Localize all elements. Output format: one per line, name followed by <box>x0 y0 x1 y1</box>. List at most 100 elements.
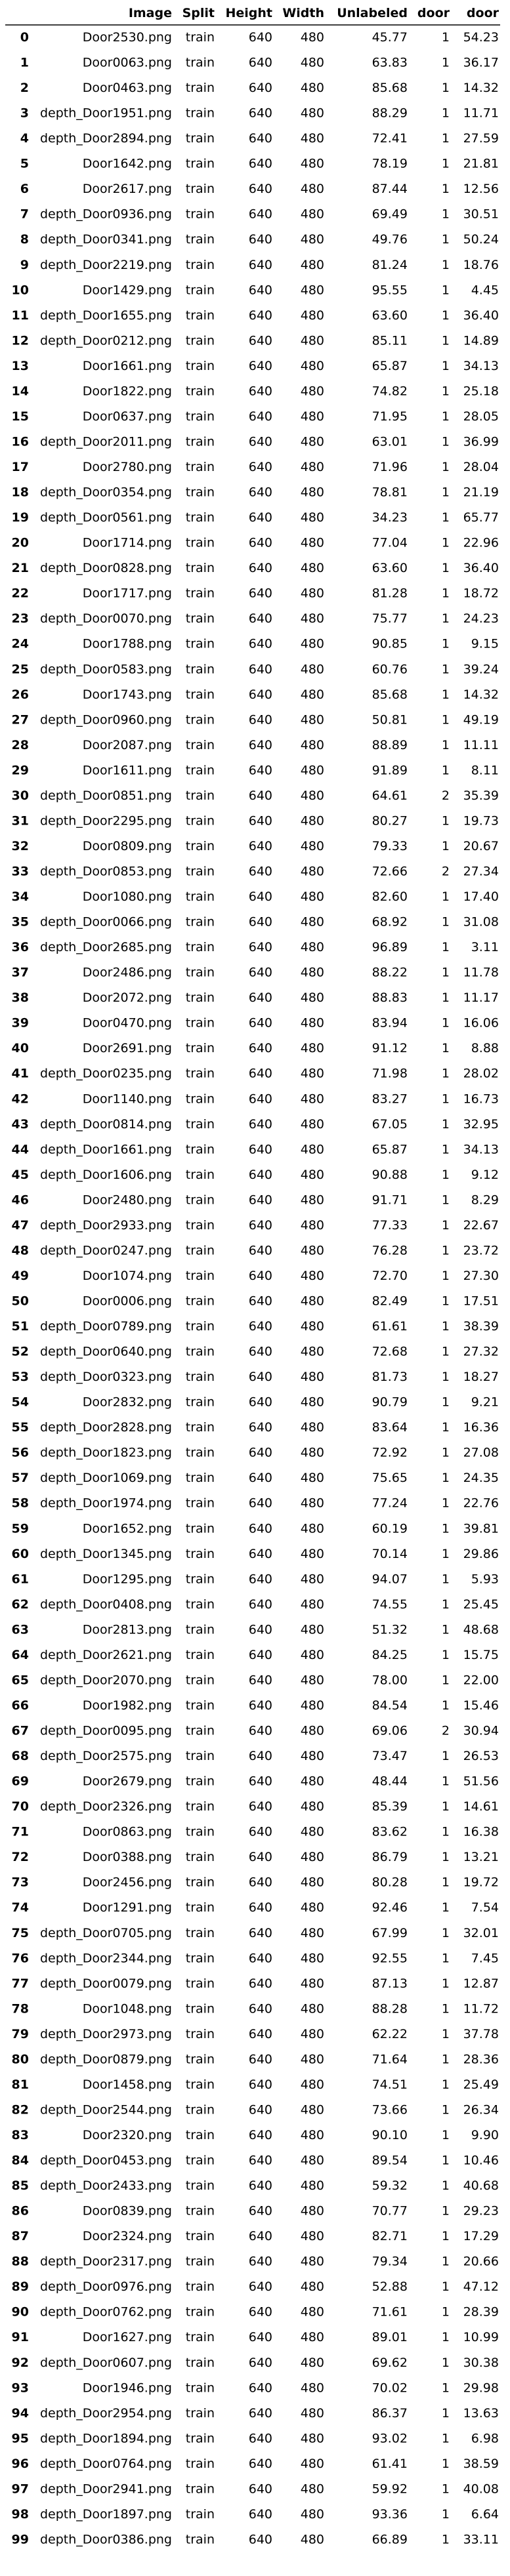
table-row: 81 Door1458.png train 640 480 74.51 1 25.49 <box>12 2077 499 2092</box>
cell-width: 480 <box>301 1345 324 1359</box>
cell-image: depth_Door0814.png <box>40 1117 172 1132</box>
table-row: 38 Door2072.png train 640 480 88.83 1 11.17 <box>12 991 499 1005</box>
cell-row-index: 78 <box>12 2001 29 2016</box>
cell-unlabeled: 93.36 <box>372 2507 408 2522</box>
cell-height: 640 <box>249 1142 272 1156</box>
cell-unlabeled: 81.73 <box>372 1370 408 1384</box>
cell-row-index: 32 <box>12 839 29 853</box>
cell-height: 640 <box>249 2102 272 2117</box>
cell-unlabeled: 69.62 <box>372 2356 408 2370</box>
cell-split: train <box>186 1471 215 1485</box>
cell-split: train <box>186 2178 215 2193</box>
cell-door-count: 1 <box>442 1370 450 1384</box>
cell-door-count: 1 <box>442 738 450 752</box>
cell-door-count: 1 <box>442 637 450 651</box>
cell-image: depth_Door2317.png <box>40 2255 172 2269</box>
cell-unlabeled: 61.41 <box>372 2457 408 2471</box>
table-row: 1 Door0063.png train 640 480 63.83 1 36.17 <box>20 56 499 70</box>
cell-split: train <box>186 991 215 1005</box>
cell-height: 640 <box>249 1041 272 1055</box>
cell-row-index: 17 <box>12 460 29 474</box>
cell-row-index: 96 <box>12 2457 29 2471</box>
cell-width: 480 <box>301 1926 324 1940</box>
cell-unlabeled: 69.06 <box>372 1724 408 1738</box>
cell-row-index: 36 <box>12 940 29 954</box>
cell-height: 640 <box>249 1648 272 1662</box>
table-row: 48 depth_Door0247.png train 640 480 76.28 1 23.… <box>12 1243 499 1257</box>
cell-unlabeled: 49.76 <box>372 232 408 247</box>
cell-width: 480 <box>301 182 324 196</box>
cell-door-percent: 22.00 <box>463 1673 499 1687</box>
cell-unlabeled: 86.79 <box>372 1850 408 1864</box>
cell-split: train <box>186 308 215 323</box>
cell-height: 640 <box>249 1724 272 1738</box>
cell-height: 640 <box>249 106 272 121</box>
cell-image: depth_Door0561.png <box>40 510 172 525</box>
cell-unlabeled: 90.79 <box>372 1395 408 1410</box>
cell-width: 480 <box>301 1976 324 1991</box>
cell-height: 640 <box>249 1067 272 1081</box>
cell-height: 640 <box>249 915 272 930</box>
cell-image: Door1140.png <box>83 1092 172 1106</box>
cell-door-count: 1 <box>442 687 450 702</box>
cell-door-percent: 27.59 <box>463 131 499 146</box>
cell-door-percent: 28.36 <box>463 2052 499 2066</box>
cell-width: 480 <box>301 81 324 95</box>
column-header-height: Height <box>225 6 272 20</box>
table-row: 19 depth_Door0561.png train 640 480 34.23 1 65.… <box>12 510 499 525</box>
cell-unlabeled: 74.51 <box>372 2077 408 2092</box>
cell-row-index: 44 <box>12 1142 29 1156</box>
cell-split: train <box>186 1900 215 1915</box>
cell-width: 480 <box>301 384 324 398</box>
cell-unlabeled: 76.28 <box>372 1243 408 1257</box>
table-row: 98 depth_Door1897.png train 640 480 93.36 1 6.6… <box>12 2507 499 2522</box>
cell-door-count: 1 <box>442 1117 450 1132</box>
cell-image: Door0637.png <box>83 409 172 424</box>
cell-height: 640 <box>249 2356 272 2370</box>
table-row: 68 depth_Door2575.png train 640 480 73.47 1 26.… <box>12 1749 499 1763</box>
cell-image: depth_Door2011.png <box>40 434 172 449</box>
table-row: 69 Door2679.png train 640 480 48.44 1 51.56 <box>12 1774 499 1789</box>
cell-split: train <box>186 2381 215 2395</box>
cell-width: 480 <box>301 485 324 500</box>
cell-row-index: 7 <box>20 207 29 222</box>
cell-width: 480 <box>301 1900 324 1915</box>
cell-door-count: 1 <box>442 2077 450 2092</box>
cell-row-index: 59 <box>12 1521 29 1536</box>
cell-door-percent: 11.78 <box>463 966 499 980</box>
table-row: 84 depth_Door0453.png train 640 480 89.54 1 10.… <box>12 2154 499 2168</box>
cell-image: depth_Door2344.png <box>40 1951 172 1965</box>
cell-door-percent: 20.67 <box>463 839 499 853</box>
cell-unlabeled: 59.92 <box>372 2482 408 2496</box>
cell-image: depth_Door2621.png <box>40 1648 172 1662</box>
cell-height: 640 <box>249 2507 272 2522</box>
cell-height: 640 <box>249 637 272 651</box>
cell-height: 640 <box>249 2229 272 2243</box>
cell-door-percent: 11.72 <box>463 2001 499 2016</box>
table-row: 91 Door1627.png train 640 480 89.01 1 10.99 <box>12 2330 499 2344</box>
cell-door-percent: 40.08 <box>463 2482 499 2496</box>
table-row: 25 depth_Door0583.png train 640 480 60.76 1 39.… <box>12 662 499 676</box>
table-row: 76 depth_Door2344.png train 640 480 92.55 1 7.4… <box>12 1951 499 1965</box>
cell-unlabeled: 77.33 <box>372 1218 408 1233</box>
cell-split: train <box>186 788 215 803</box>
table-row: 10 Door1429.png train 640 480 95.55 1 4.45 <box>12 283 499 297</box>
cell-unlabeled: 66.89 <box>372 2532 408 2546</box>
cell-unlabeled: 87.13 <box>372 1976 408 1991</box>
cell-door-percent: 25.49 <box>463 2077 499 2092</box>
cell-image: depth_Door1069.png <box>40 1471 172 1485</box>
column-header-door-count: door <box>417 6 450 20</box>
cell-door-percent: 36.40 <box>463 308 499 323</box>
cell-door-percent: 12.87 <box>463 1976 499 1991</box>
cell-row-index: 1 <box>20 56 29 70</box>
cell-width: 480 <box>301 2001 324 2016</box>
cell-door-count: 1 <box>442 1951 450 1965</box>
cell-unlabeled: 72.41 <box>372 131 408 146</box>
cell-image: depth_Door1606.png <box>40 1168 172 1182</box>
table-row: 27 depth_Door0960.png train 640 480 50.81 1 49.… <box>12 712 499 727</box>
cell-image: depth_Door0095.png <box>40 1724 172 1738</box>
cell-row-index: 39 <box>12 1016 29 1031</box>
cell-unlabeled: 78.00 <box>372 1673 408 1687</box>
table-row: 21 depth_Door0828.png train 640 480 63.60 1 36.… <box>12 561 499 575</box>
cell-image: Door0388.png <box>83 1850 172 1864</box>
